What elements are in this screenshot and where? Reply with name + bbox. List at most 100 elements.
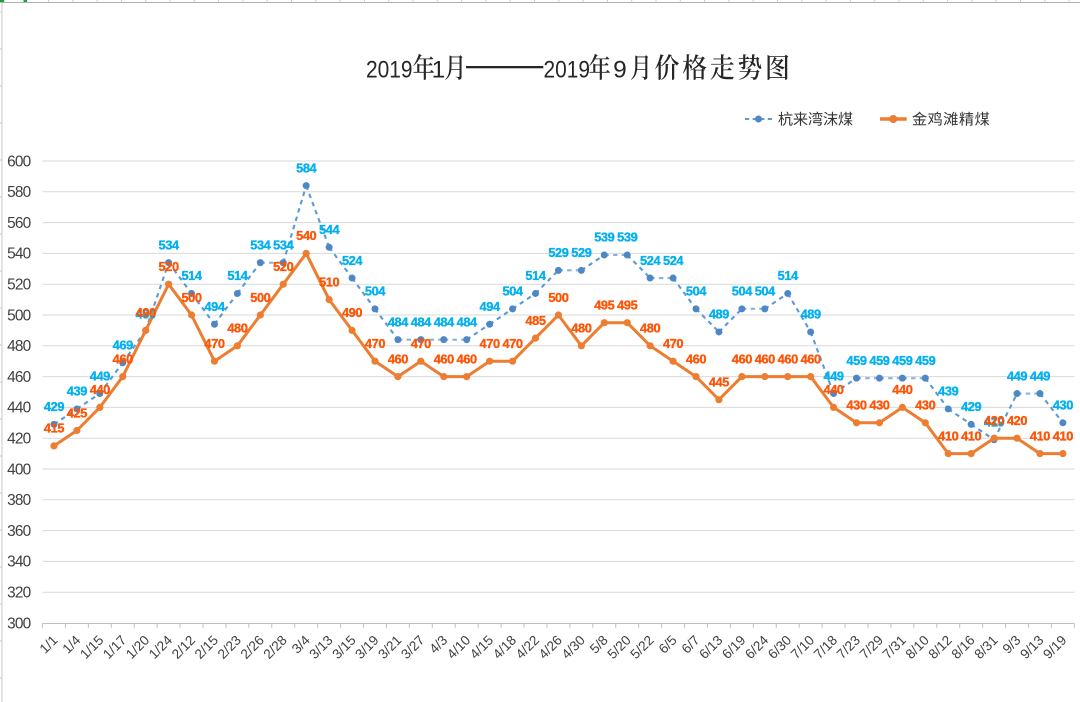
svg-text:460: 460 [7,369,31,386]
svg-text:449: 449 [1030,368,1050,383]
svg-text:490: 490 [136,305,156,320]
svg-text:504: 504 [365,284,386,299]
svg-text:460: 460 [388,351,408,366]
svg-text:469: 469 [113,338,133,353]
svg-text:484: 484 [411,314,432,329]
svg-text:459: 459 [915,353,935,368]
svg-text:504: 504 [755,284,776,299]
svg-text:1: 1 [432,57,446,84]
svg-text:410: 410 [1053,428,1073,443]
svg-text:540: 540 [7,246,31,263]
svg-text:480: 480 [640,321,660,336]
svg-text:460: 460 [113,351,133,366]
svg-text:544: 544 [319,222,340,237]
svg-text:360: 360 [7,523,31,540]
svg-text:459: 459 [869,353,889,368]
svg-text:480: 480 [571,321,591,336]
svg-text:514: 514 [525,268,546,283]
svg-text:410: 410 [938,428,958,443]
svg-text:420: 420 [984,413,1004,428]
svg-text:524: 524 [342,253,363,268]
svg-text:430: 430 [915,398,935,413]
svg-text:445: 445 [709,375,729,390]
svg-text:534: 534 [250,237,271,252]
svg-text:460: 460 [732,351,752,366]
svg-text:459: 459 [892,353,912,368]
svg-text:410: 410 [1030,428,1050,443]
svg-text:480: 480 [227,321,247,336]
svg-text:470: 470 [204,336,224,351]
svg-text:524: 524 [663,253,684,268]
svg-text:514: 514 [181,268,202,283]
svg-text:300: 300 [7,615,31,632]
svg-text:400: 400 [7,461,31,478]
svg-text:529: 529 [571,245,591,260]
svg-text:429: 429 [44,399,64,414]
svg-text:529: 529 [548,245,568,260]
svg-text:460: 460 [457,351,477,366]
svg-text:490: 490 [342,305,362,320]
svg-text:2019: 2019 [544,57,591,84]
svg-text:470: 470 [411,336,431,351]
svg-text:420: 420 [1007,413,1027,428]
svg-text:425: 425 [67,405,87,420]
svg-text:520: 520 [273,259,293,274]
svg-text:500: 500 [548,290,568,305]
svg-text:534: 534 [159,237,180,252]
svg-text:449: 449 [90,368,110,383]
svg-text:380: 380 [7,492,31,509]
svg-text:510: 510 [319,274,339,289]
svg-text:490: 490 [136,307,156,322]
svg-text:9: 9 [613,57,627,84]
svg-text:480: 480 [7,338,31,355]
svg-text:470: 470 [480,336,500,351]
svg-text:534: 534 [273,237,294,252]
svg-text:484: 484 [434,314,455,329]
svg-text:504: 504 [686,284,707,299]
svg-text:500: 500 [7,307,31,324]
svg-text:520: 520 [7,277,31,294]
svg-text:514: 514 [778,268,799,283]
svg-text:495: 495 [617,298,637,313]
svg-text:489: 489 [709,307,729,322]
svg-text:520: 520 [159,259,179,274]
svg-text:440: 440 [7,400,31,417]
svg-text:419: 419 [984,415,1004,430]
svg-text:2019: 2019 [366,57,413,84]
svg-text:494: 494 [480,299,501,314]
svg-text:495: 495 [594,298,614,313]
svg-text:449: 449 [824,368,844,383]
svg-text:539: 539 [594,230,614,245]
svg-text:430: 430 [1053,398,1073,413]
svg-text:514: 514 [227,268,248,283]
svg-text:580: 580 [7,184,31,201]
svg-text:460: 460 [801,351,821,366]
svg-text:500: 500 [181,290,201,305]
svg-text:584: 584 [296,160,317,175]
svg-text:439: 439 [67,384,87,399]
svg-text:449: 449 [1007,368,1027,383]
svg-text:459: 459 [846,353,866,368]
svg-text:504: 504 [502,284,523,299]
svg-text:470: 470 [502,336,522,351]
svg-text:560: 560 [7,215,31,232]
svg-text:430: 430 [869,398,889,413]
svg-text:410: 410 [961,428,981,443]
svg-text:430: 430 [846,398,866,413]
svg-text:484: 484 [457,314,478,329]
svg-text:500: 500 [250,290,270,305]
svg-text:484: 484 [388,314,409,329]
svg-text:540: 540 [296,228,316,243]
svg-text:539: 539 [617,230,637,245]
svg-text:440: 440 [892,382,912,397]
svg-text:470: 470 [663,336,683,351]
svg-text:524: 524 [640,253,661,268]
svg-text:440: 440 [90,382,110,397]
svg-text:489: 489 [801,307,821,322]
svg-text:470: 470 [365,336,385,351]
svg-text:460: 460 [434,351,454,366]
svg-text:415: 415 [44,421,64,436]
svg-text:440: 440 [824,382,844,397]
svg-text:439: 439 [938,384,958,399]
svg-text:429: 429 [961,399,981,414]
